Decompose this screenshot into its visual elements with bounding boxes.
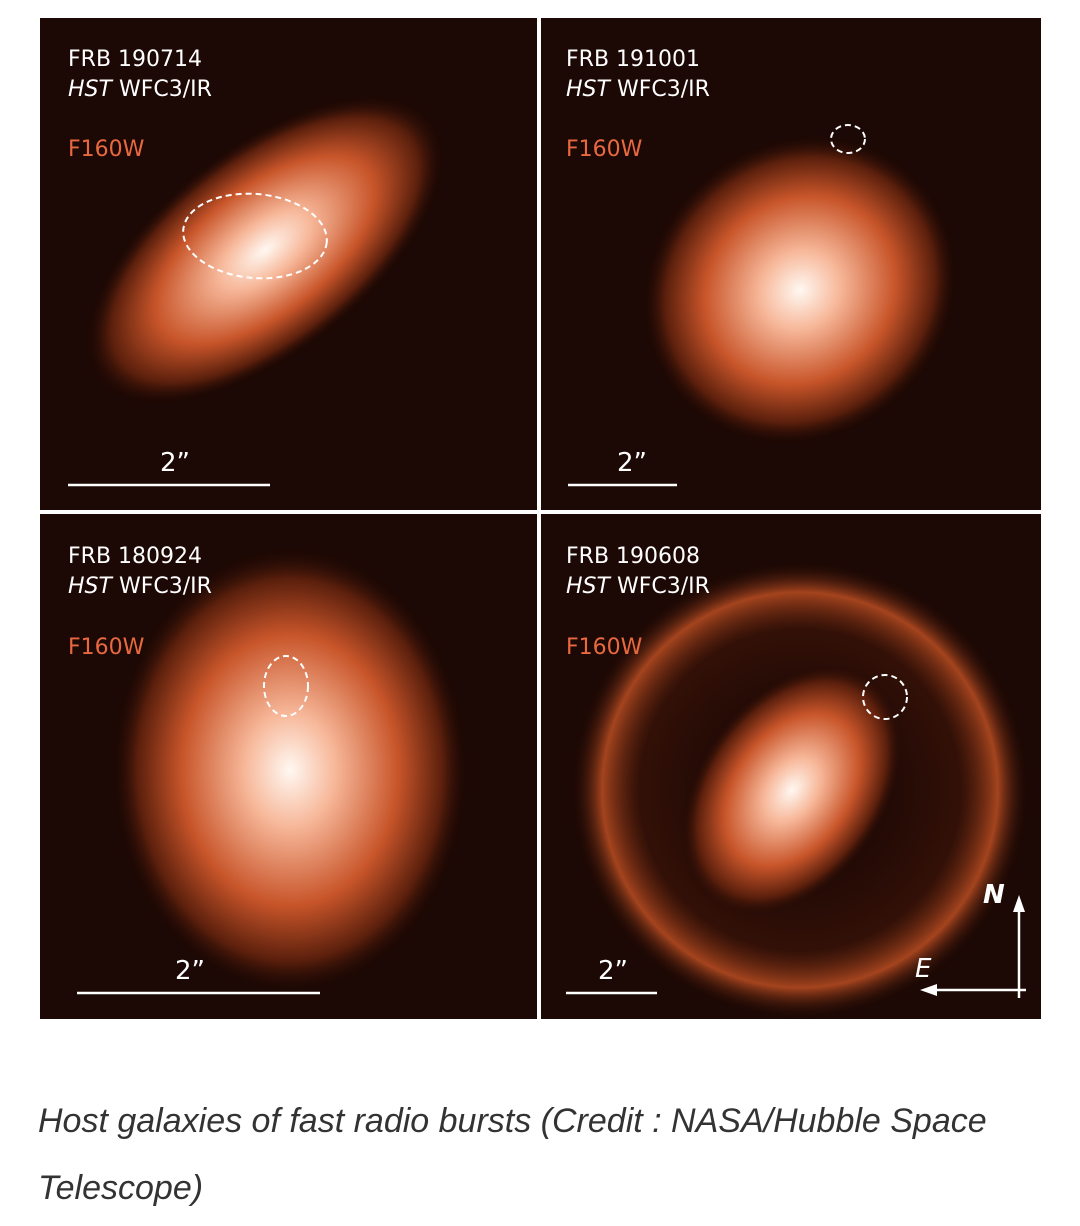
telescope: HST bbox=[68, 77, 114, 102]
instrument: HST WFC3/IR bbox=[68, 77, 212, 102]
frb-location bbox=[862, 674, 908, 720]
scale-label: 2” bbox=[160, 448, 190, 478]
filter: F160W bbox=[566, 635, 643, 660]
instrument: HST WFC3/IR bbox=[68, 574, 212, 599]
panel-labels: FRB 190714 HST WFC3/IR F160W FRB 191001 … bbox=[68, 47, 710, 660]
telescope: HST bbox=[566, 77, 612, 102]
frb-location bbox=[830, 124, 866, 154]
filter: F160W bbox=[566, 137, 643, 162]
frb-location bbox=[263, 655, 309, 717]
figure: FRB 190714 HST WFC3/IR F160W FRB 191001 … bbox=[40, 18, 1041, 1020]
telescope: HST bbox=[566, 574, 612, 599]
frb-name: FRB 190608 bbox=[566, 544, 700, 569]
scale-label: 2” bbox=[617, 448, 647, 478]
camera: WFC3/IR bbox=[119, 574, 212, 599]
frb-name: FRB 190714 bbox=[68, 47, 202, 72]
telescope: HST bbox=[68, 574, 114, 599]
filter: F160W bbox=[68, 635, 145, 660]
compass-east: E bbox=[915, 954, 932, 984]
scale-label: 2” bbox=[175, 956, 205, 986]
frb-location bbox=[182, 192, 328, 280]
galaxy bbox=[641, 133, 959, 447]
compass bbox=[920, 895, 1026, 998]
camera: WFC3/IR bbox=[617, 574, 710, 599]
filter: F160W bbox=[68, 137, 145, 162]
scale-label: 2” bbox=[598, 956, 628, 986]
instrument: HST WFC3/IR bbox=[566, 77, 710, 102]
camera: WFC3/IR bbox=[617, 77, 710, 102]
galaxy bbox=[83, 93, 447, 407]
instrument: HST WFC3/IR bbox=[566, 574, 710, 599]
caption: Host galaxies of fast radio bursts (Cred… bbox=[38, 1102, 987, 1207]
galaxy bbox=[110, 545, 470, 995]
galaxy bbox=[680, 663, 904, 917]
frb-name: FRB 191001 bbox=[566, 47, 700, 72]
compass-north: N bbox=[983, 880, 1005, 910]
frb-name: FRB 180924 bbox=[68, 544, 202, 569]
camera: WFC3/IR bbox=[119, 77, 212, 102]
